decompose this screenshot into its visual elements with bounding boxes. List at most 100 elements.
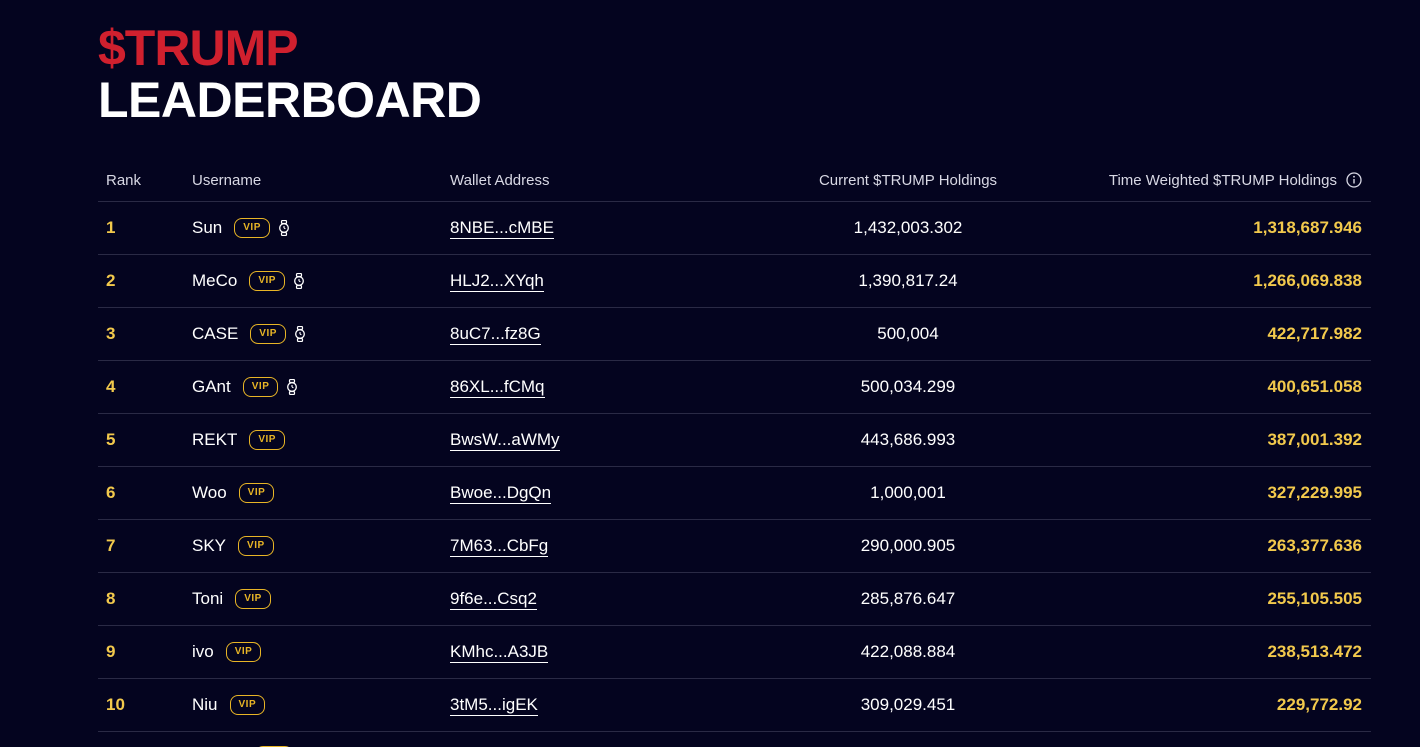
page-title: $TRUMP LEADERBOARD bbox=[98, 20, 482, 126]
table-row: 10 Niu VIP 3tM5...igEK 309,029.451 229,772.92 bbox=[98, 679, 1371, 732]
wallet-address-link[interactable]: 86XL...fCMq bbox=[450, 376, 545, 398]
wallet-address-link[interactable]: KMhc...A3JB bbox=[450, 641, 549, 663]
username: ivo bbox=[192, 642, 214, 661]
username-cell: Niu VIP bbox=[192, 679, 442, 731]
table-row: 6 Woo VIP Bwoe...DgQn 1,000,001 327,229.995 bbox=[98, 467, 1371, 520]
current-holdings-cell: 285,876.647 bbox=[758, 573, 1058, 625]
wallet-address-link[interactable]: 8uC7...fz8G bbox=[450, 323, 541, 345]
wallet-address-link[interactable]: Bwoe...DgQn bbox=[450, 482, 552, 504]
header-username: Username bbox=[192, 171, 262, 189]
wallet-address-link[interactable]: BwsW...aWMy bbox=[450, 429, 560, 451]
title-token: $TRUMP bbox=[98, 20, 299, 76]
wallet-cell: KMhc...A3JB bbox=[450, 626, 750, 678]
current-holdings: 500,034.299 bbox=[860, 377, 956, 396]
wallet-cell: 8NBE...cMBE bbox=[450, 202, 750, 254]
current-holdings: 443,686.993 bbox=[860, 430, 956, 449]
username-cell: MeCo VIP bbox=[192, 255, 442, 307]
time-weighted-cell: 1,318,687.946 bbox=[1012, 202, 1362, 254]
rank-cell: 5 bbox=[106, 414, 186, 466]
username: CASE bbox=[192, 324, 239, 343]
wallet-cell: 9f6e...Csq2 bbox=[450, 573, 750, 625]
current-holdings: 422,088.884 bbox=[860, 642, 956, 661]
rank-cell: 2 bbox=[106, 255, 186, 307]
rank-number: 4 bbox=[106, 377, 116, 396]
username: GAnt bbox=[192, 377, 231, 396]
wallet-cell: 8uC7...fz8G bbox=[450, 308, 750, 360]
time-weighted-cell: 422,717.982 bbox=[1012, 308, 1362, 360]
vip-badge: VIP bbox=[235, 589, 271, 609]
username-cell: Toni VIP bbox=[192, 573, 442, 625]
rank-cell: 6 bbox=[106, 467, 186, 519]
current-holdings-cell: 1,432,003.302 bbox=[758, 202, 1058, 254]
username-cell: Sun VIP bbox=[192, 202, 442, 254]
username: REKT bbox=[192, 430, 238, 449]
table-header: Rank Username Wallet Address Current $TR… bbox=[98, 159, 1371, 202]
rank-number: 2 bbox=[106, 271, 116, 290]
time-weighted-holdings: 327,229.995 bbox=[1267, 483, 1362, 502]
current-holdings-cell: 422,088.884 bbox=[758, 626, 1058, 678]
current-holdings: 285,876.647 bbox=[860, 589, 956, 608]
username: Niu bbox=[192, 695, 218, 714]
header-time-weighted-label: Time Weighted $TRUMP Holdings bbox=[1108, 171, 1337, 189]
rank-cell: 9 bbox=[106, 626, 186, 678]
current-holdings-cell: 500,034.299 bbox=[758, 361, 1058, 413]
wallet-address-link[interactable]: 7M63...CbFg bbox=[450, 535, 549, 557]
username: SKY bbox=[192, 536, 227, 555]
username-cell: Woo VIP bbox=[192, 467, 442, 519]
username-cell: REKT VIP bbox=[192, 414, 442, 466]
time-weighted-cell: 1,266,069.838 bbox=[1012, 255, 1362, 307]
wallet-cell: HLJ2...XYqh bbox=[450, 255, 750, 307]
wallet-address-link[interactable]: 8NBE...cMBE bbox=[450, 217, 554, 239]
table-row-partial bbox=[98, 732, 1371, 747]
wallet-address-link[interactable]: 3tM5...igEK bbox=[450, 694, 538, 716]
table-row: 8 Toni VIP 9f6e...Csq2 285,876.647 255,105.50… bbox=[98, 573, 1371, 626]
watch-icon bbox=[293, 273, 305, 289]
vip-badge: VIP bbox=[225, 642, 262, 662]
vip-badge: VIP bbox=[250, 324, 286, 344]
time-weighted-holdings: 1,266,069.838 bbox=[1253, 271, 1362, 290]
table-row: 4 GAnt VIP 86XL...fCMq 500,034.299 400,651.05… bbox=[98, 361, 1371, 414]
time-weighted-cell: 238,513.472 bbox=[1012, 626, 1362, 678]
rank-cell: 10 bbox=[106, 679, 186, 731]
wallet-cell: 7M63...CbFg bbox=[450, 520, 750, 572]
current-holdings: 309,029.451 bbox=[860, 695, 956, 714]
time-weighted-cell: 255,105.505 bbox=[1012, 573, 1362, 625]
rank-cell: 1 bbox=[106, 202, 186, 254]
wallet-address-link[interactable]: HLJ2...XYqh bbox=[450, 270, 544, 292]
table-row: 9 ivo VIP KMhc...A3JB 422,088.884 238,513.472 bbox=[98, 626, 1371, 679]
watch-icon bbox=[278, 220, 290, 236]
time-weighted-cell: 263,377.636 bbox=[1012, 520, 1362, 572]
time-weighted-cell: 229,772.92 bbox=[1012, 679, 1362, 731]
rank-number: 9 bbox=[106, 642, 116, 661]
time-weighted-cell: 387,001.392 bbox=[1012, 414, 1362, 466]
header-time-weighted-holdings: Time Weighted $TRUMP Holdings bbox=[1012, 159, 1362, 201]
wallet-address-link[interactable]: 9f6e...Csq2 bbox=[450, 588, 537, 610]
time-weighted-holdings: 238,513.472 bbox=[1267, 642, 1362, 661]
leaderboard-table: Rank Username Wallet Address Current $TR… bbox=[98, 159, 1371, 747]
current-holdings: 1,390,817.24 bbox=[858, 271, 958, 290]
table-row: 5 REKT VIP BwsW...aWMy 443,686.993 387,001.39… bbox=[98, 414, 1371, 467]
rank-cell: 8 bbox=[106, 573, 186, 625]
time-weighted-holdings: 387,001.392 bbox=[1267, 430, 1362, 449]
rank-number: 1 bbox=[106, 218, 116, 237]
username: MeCo bbox=[192, 271, 238, 290]
vip-badge: VIP bbox=[242, 377, 279, 397]
rank-cell: 7 bbox=[106, 520, 186, 572]
wallet-cell: Bwoe...DgQn bbox=[450, 467, 750, 519]
current-holdings: 290,000.905 bbox=[860, 536, 956, 555]
time-weighted-holdings: 255,105.505 bbox=[1267, 589, 1362, 608]
current-holdings: 1,000,001 bbox=[870, 483, 946, 502]
table-body: 1 Sun VIP 8NBE...cMBE 1,432,003.302 1,318,687… bbox=[98, 202, 1371, 732]
info-icon[interactable] bbox=[1346, 172, 1362, 188]
time-weighted-holdings: 422,717.982 bbox=[1267, 324, 1362, 343]
header-rank: Rank bbox=[106, 171, 142, 189]
current-holdings-cell: 500,004 bbox=[758, 308, 1058, 360]
username: Toni bbox=[192, 589, 224, 608]
time-weighted-holdings: 263,377.636 bbox=[1267, 536, 1362, 555]
vip-badge: VIP bbox=[238, 536, 274, 556]
current-holdings-cell: 309,029.451 bbox=[758, 679, 1058, 731]
username-cell: GAnt VIP bbox=[192, 361, 442, 413]
current-holdings: 500,004 bbox=[877, 324, 939, 343]
rank-cell: 3 bbox=[106, 308, 186, 360]
